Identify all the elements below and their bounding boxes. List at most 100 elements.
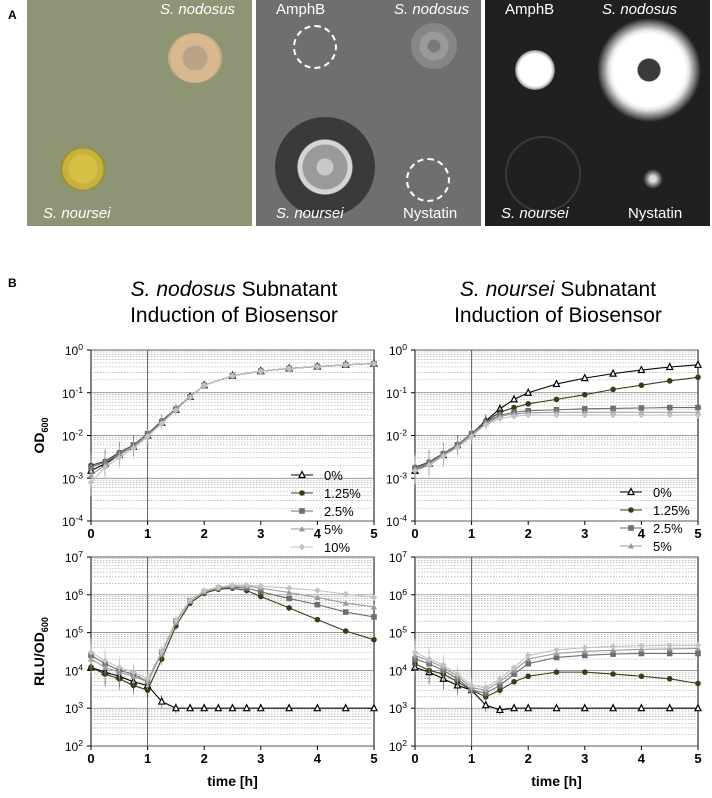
- point-marker: [454, 678, 461, 685]
- point-marker: [144, 678, 151, 685]
- point-marker: [243, 587, 250, 594]
- chart-od_nodosus: 10-4 10-3 10-2 10-1 100 0 1 2 3 4 5 OD600 0% 1.25% 2.5…: [31, 342, 378, 555]
- point-marker: [609, 703, 618, 712]
- y-tick-label: 105: [65, 625, 83, 641]
- x-axis-label: time [h]: [531, 773, 582, 789]
- title-rest: Subnatant: [235, 278, 338, 301]
- point-marker: [101, 464, 109, 471]
- point-marker: [581, 411, 588, 419]
- point-marker: [187, 394, 193, 400]
- point-marker: [215, 585, 222, 591]
- point-marker: [298, 470, 306, 479]
- point-marker: [440, 452, 447, 460]
- point-marker: [172, 407, 180, 414]
- x-tick-label: 3: [257, 526, 264, 541]
- point-marker: [553, 406, 560, 413]
- point-marker: [342, 628, 349, 634]
- point-marker: [158, 420, 165, 427]
- y-tick-label: 10-4: [386, 513, 407, 529]
- point-marker: [497, 687, 503, 693]
- point-marker: [116, 675, 123, 682]
- point-marker: [666, 378, 673, 384]
- point-marker: [144, 432, 151, 438]
- point-marker: [258, 593, 264, 600]
- point-marker: [439, 450, 448, 459]
- point-marker: [285, 363, 294, 372]
- x-tick-label: 3: [581, 751, 588, 766]
- point-marker: [666, 650, 673, 657]
- point-marker: [482, 694, 489, 700]
- point-marker: [144, 678, 151, 685]
- point-marker: [510, 703, 519, 712]
- point-marker: [101, 458, 110, 467]
- photo-plate-inhibition: AmphB S. nodosus S. noursei Nystatin: [256, 0, 481, 226]
- point-marker: [454, 442, 461, 448]
- point-marker: [581, 644, 588, 651]
- x-tick-label: 0: [87, 526, 94, 541]
- point-marker: [130, 668, 137, 676]
- label-s-noursei: S. noursei: [276, 205, 344, 222]
- y-tick-label: 100: [65, 342, 83, 358]
- label-s-nodosus: S. nodosus: [602, 1, 678, 18]
- point-marker: [158, 418, 165, 424]
- point-marker: [314, 601, 321, 608]
- point-marker: [116, 454, 123, 462]
- point-marker: [87, 649, 95, 656]
- point-marker: [201, 382, 208, 388]
- point-marker: [313, 361, 322, 370]
- series-0pct: [87, 653, 378, 714]
- point-marker: [481, 700, 490, 709]
- point-marker: [511, 667, 518, 673]
- point-marker: [582, 406, 588, 412]
- series-0pct: [411, 359, 702, 485]
- point-marker: [468, 433, 475, 440]
- point-marker: [524, 387, 533, 396]
- chart-title-right: S. noursei Subnatant Induction of Biosen…: [408, 277, 708, 329]
- point-marker: [342, 362, 349, 368]
- point-marker: [229, 372, 236, 379]
- point-marker: [314, 587, 321, 594]
- point-marker: [101, 657, 109, 664]
- point-marker: [258, 368, 264, 374]
- x-tick-label: 5: [370, 751, 377, 766]
- point-marker: [454, 442, 461, 448]
- y-tick-label: 100: [389, 342, 407, 358]
- amphb-glow: [515, 50, 555, 90]
- point-marker: [88, 664, 94, 671]
- point-marker: [88, 652, 94, 659]
- point-marker: [695, 645, 701, 651]
- point-marker: [638, 382, 645, 389]
- point-marker: [411, 649, 419, 656]
- point-marker: [525, 411, 532, 419]
- point-marker: [468, 430, 475, 437]
- legend-label: 10%: [324, 540, 350, 555]
- point-marker: [525, 409, 532, 416]
- point-marker: [157, 696, 166, 705]
- point-marker: [298, 543, 306, 551]
- series-line: [414, 407, 698, 469]
- point-marker: [286, 365, 292, 372]
- y-axis-label: OD600: [31, 417, 50, 453]
- point-marker: [440, 661, 447, 669]
- point-marker: [201, 590, 207, 597]
- point-marker: [638, 650, 645, 657]
- y-tick-label: 106: [389, 587, 407, 603]
- point-marker: [425, 667, 434, 676]
- point-marker: [144, 430, 151, 437]
- point-marker: [88, 462, 94, 469]
- point-marker: [143, 430, 152, 439]
- point-marker: [638, 673, 645, 680]
- point-marker: [553, 411, 560, 419]
- point-marker: [187, 597, 193, 604]
- series-line: [90, 584, 375, 680]
- point-marker: [511, 404, 517, 411]
- point-marker: [582, 652, 588, 659]
- point-marker: [425, 458, 434, 467]
- point-marker: [524, 703, 533, 712]
- point-marker: [511, 678, 517, 685]
- point-marker: [314, 363, 321, 370]
- point-marker: [229, 584, 236, 590]
- series-2-5pct: [412, 645, 701, 700]
- point-marker: [553, 409, 560, 415]
- point-marker: [201, 382, 208, 389]
